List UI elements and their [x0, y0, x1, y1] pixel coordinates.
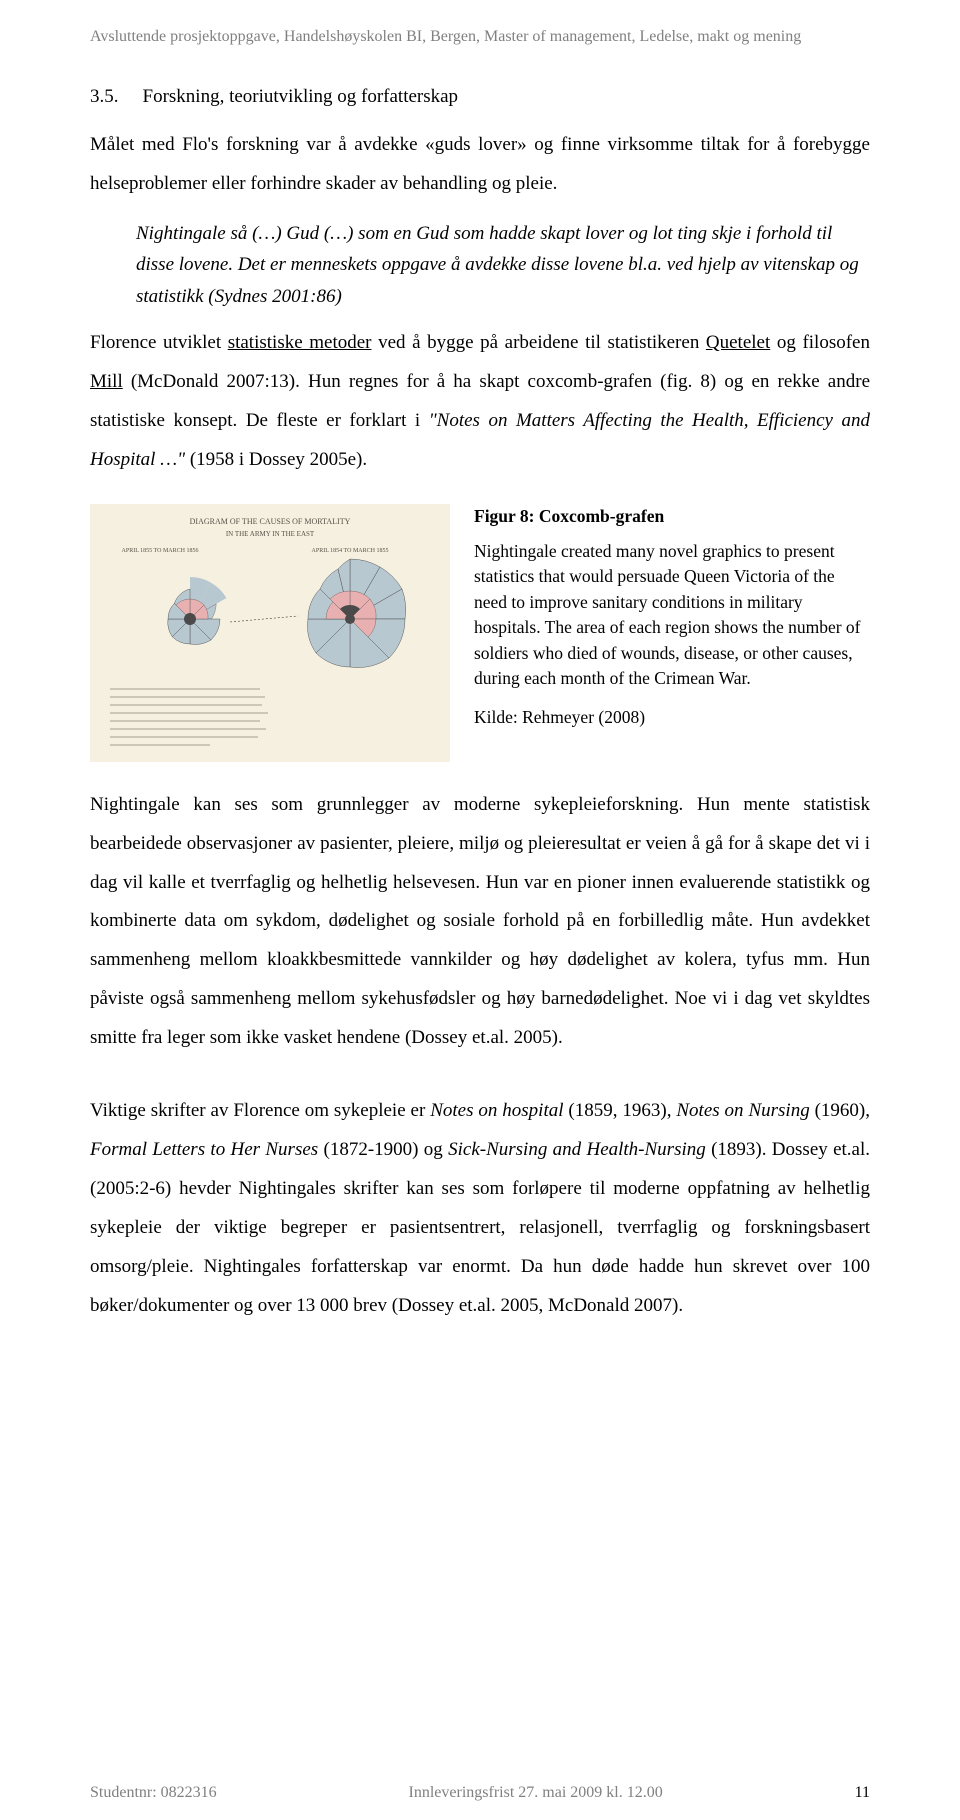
p4-frag-b: (1859, 1963),	[564, 1100, 677, 1121]
figure-description: Nightingale created many novel graphics …	[474, 541, 861, 688]
paragraph-3: Nightingale kan ses som grunnlegger av m…	[90, 786, 870, 1059]
svg-text:APRIL 1854 TO MARCH 1855: APRIL 1854 TO MARCH 1855	[312, 548, 389, 554]
p2-frag-e: (1958 i Dossey 2005e).	[185, 449, 367, 470]
coxcomb-svg: DIAGRAM OF THE CAUSES OF MORTALITY IN TH…	[90, 504, 450, 762]
figure-source: Kilde: Rehmeyer (2008)	[474, 705, 870, 730]
svg-text:IN THE ARMY IN THE EAST: IN THE ARMY IN THE EAST	[226, 530, 315, 538]
block-quote: Nightingale så (…) Gud (…) som en Gud so…	[136, 218, 870, 312]
paragraph-1: Målet med Flo's forskning var å avdekke …	[90, 126, 870, 204]
section-number: 3.5.	[90, 86, 119, 108]
svg-text:APRIL 1855 TO MARCH 1856: APRIL 1855 TO MARCH 1856	[122, 548, 199, 554]
paragraph-gap	[90, 1058, 870, 1092]
p2-frag-b: ved å bygge på arbeidene til statistiker…	[371, 332, 705, 353]
link-statistiske-metoder[interactable]: statistiske metoder	[228, 332, 372, 353]
svg-text:DIAGRAM OF THE CAUSES OF MORTA: DIAGRAM OF THE CAUSES OF MORTALITY	[190, 517, 351, 526]
coxcomb-figure: DIAGRAM OF THE CAUSES OF MORTALITY IN TH…	[90, 504, 450, 762]
p4-title-3: Formal Letters to Her Nurses	[90, 1139, 318, 1160]
p4-title-4: Sick-Nursing and Health-Nursing	[448, 1139, 706, 1160]
page-footer: Studentnr: 0822316 Innleveringsfrist 27.…	[90, 1784, 870, 1802]
p4-title-2: Notes on Nursing	[676, 1100, 809, 1121]
running-header: Avsluttende prosjektoppgave, Handelshøys…	[90, 0, 870, 86]
section-title: Forskning, teoriutvikling og forfattersk…	[143, 86, 459, 107]
footer-student: Studentnr: 0822316	[90, 1784, 217, 1802]
p4-frag-a: Viktige skrifter av Florence om sykeplei…	[90, 1100, 430, 1121]
page-number: 11	[855, 1784, 870, 1802]
paragraph-4: Viktige skrifter av Florence om sykeplei…	[90, 1092, 870, 1326]
p4-frag-e: (1893). Dossey et.al.(2005:2-6) hevder N…	[90, 1139, 870, 1316]
link-quetelet[interactable]: Quetelet	[706, 332, 770, 353]
footer-deadline: Innleveringsfrist 27. mai 2009 kl. 12.00	[409, 1784, 663, 1802]
link-mill[interactable]: Mill	[90, 371, 123, 392]
p4-frag-c: (1960),	[810, 1100, 870, 1121]
paragraph-2: Florence utviklet statistiske metoder ve…	[90, 324, 870, 480]
p2-frag-a: Florence utviklet	[90, 332, 228, 353]
p2-frag-c: og filosofen	[770, 332, 870, 353]
figure-8-row: DIAGRAM OF THE CAUSES OF MORTALITY IN TH…	[90, 504, 870, 762]
figure-title: Figur 8: Coxcomb-grafen	[474, 504, 870, 529]
section-heading: 3.5. Forskning, teoriutvikling og forfatt…	[90, 86, 870, 126]
p4-title-1: Notes on hospital	[430, 1100, 563, 1121]
p4-frag-d: (1872-1900) og	[318, 1139, 448, 1160]
figure-caption: Figur 8: Coxcomb-grafen Nightingale crea…	[474, 504, 870, 731]
